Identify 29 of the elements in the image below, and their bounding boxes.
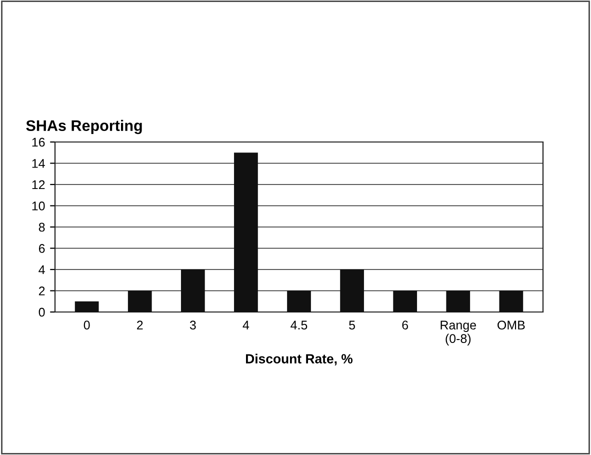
x-tick-label: 2	[137, 320, 143, 330]
x-tick-label: 6	[402, 320, 408, 330]
bar	[180, 270, 205, 312]
x-tick-label: 4	[242, 320, 250, 330]
y-tick-label: 12	[32, 180, 45, 190]
chart-title: SHAs Reporting	[26, 120, 142, 134]
y-tick-label: 10	[32, 202, 45, 210]
x-axis-title: Discount Rate, %	[246, 354, 353, 366]
y-tick-label: 0	[38, 308, 45, 317]
bar	[74, 301, 99, 312]
bar	[234, 152, 258, 312]
y-tick-label: 14	[32, 159, 45, 168]
bar	[446, 290, 470, 312]
y-tick-label: 8	[38, 222, 45, 232]
y-tick-label: 4	[38, 265, 45, 274]
bar	[393, 290, 418, 312]
bar	[340, 270, 364, 312]
x-tick-label: Range (0-8)	[440, 320, 476, 346]
bar	[128, 290, 152, 312]
bar	[287, 290, 311, 312]
bar	[499, 290, 524, 312]
y-tick-label: 16	[32, 138, 45, 147]
x-tick-label: 0	[84, 320, 90, 330]
x-tick-label: OMB	[498, 320, 525, 330]
x-tick-label: 4.5	[290, 320, 308, 330]
y-tick-label: 6	[38, 244, 45, 253]
x-tick-label: 5	[349, 320, 355, 330]
y-tick-label: 2	[38, 286, 45, 296]
x-tick-label: 3	[190, 320, 196, 330]
